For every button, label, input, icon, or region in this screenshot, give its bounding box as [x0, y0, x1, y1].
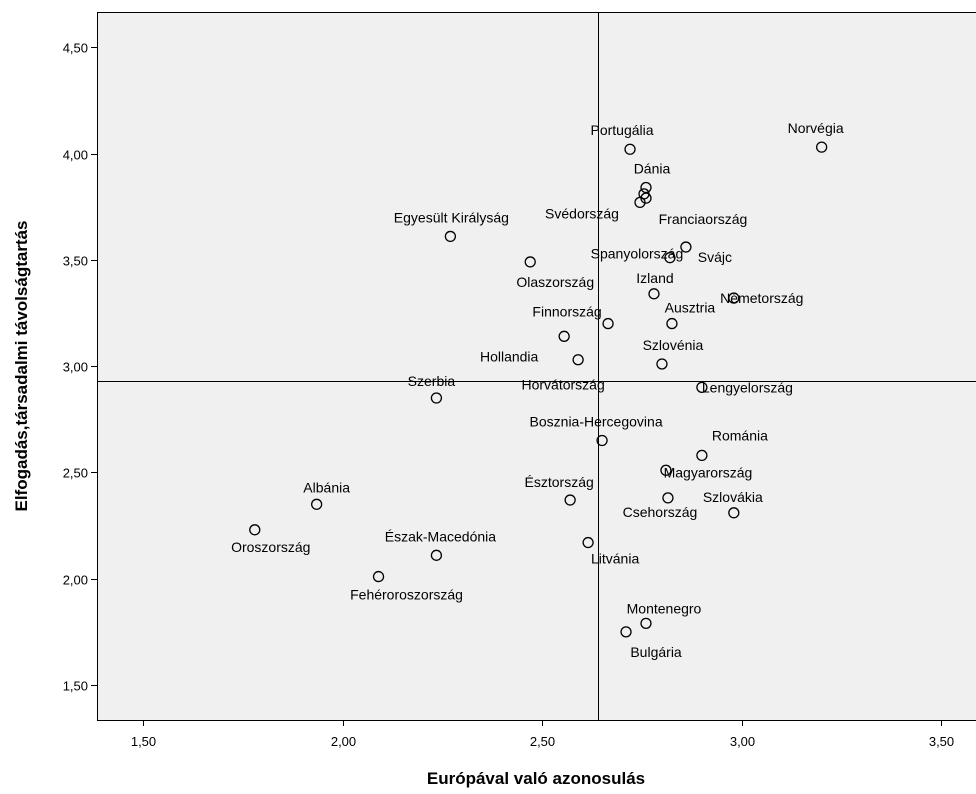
point-label: Fehéroroszország [350, 587, 463, 603]
point-label: Oroszország [231, 539, 310, 555]
point-label: Magyarország [664, 464, 753, 480]
point-label: Csehország [623, 504, 698, 520]
y-tick-label: 2,50 [63, 466, 88, 481]
point-label: Norvégia [788, 120, 844, 136]
data-point [728, 292, 740, 304]
point-label: Montenegro [627, 600, 702, 616]
data-point [430, 549, 443, 561]
point-label: Ausztria [665, 300, 716, 316]
point-label: Svájc [698, 249, 732, 265]
point-label: Horvátország [521, 377, 604, 393]
y-tick-label: 4,50 [63, 41, 88, 56]
x-tick-label: 3,00 [730, 734, 755, 749]
point-label: Dánia [634, 161, 671, 177]
point-label: Szerbia [408, 373, 456, 389]
point-label: Lengyelország [702, 379, 793, 395]
point-label: Észtország [525, 474, 594, 490]
point-label: Finnország [532, 304, 601, 320]
plot-area [97, 12, 976, 720]
x-tick-label: 1,50 [131, 734, 156, 749]
data-point [444, 230, 457, 243]
point-label: Egyesült Királyság [394, 209, 509, 225]
y-tick-label: 4,00 [63, 148, 88, 163]
point-label: Olaszország [516, 274, 594, 290]
y-tick-label: 1,50 [63, 679, 88, 694]
data-point [640, 617, 652, 629]
data-point [620, 626, 632, 638]
data-point [680, 241, 692, 253]
data-point [660, 464, 672, 476]
y-tick-label: 2,00 [63, 573, 88, 588]
data-point [648, 288, 660, 300]
point-label: Izland [636, 270, 673, 286]
x-tick-label: 2,00 [331, 734, 356, 749]
y-tick-label: 3,00 [63, 360, 88, 375]
data-point [430, 392, 443, 404]
data-point [656, 358, 668, 370]
point-label: Észak-Macedónia [385, 528, 496, 544]
data-point [596, 434, 608, 447]
data-point [582, 536, 594, 549]
x-tick-label: 3,50 [929, 734, 954, 749]
data-point [558, 330, 570, 342]
point-label: Szlovénia [643, 337, 704, 353]
x-axis-title: Európával való azonosulás [427, 769, 645, 788]
point-label: Bosznia-Hercegovina [530, 414, 663, 430]
data-point [696, 381, 708, 394]
data-point [728, 507, 740, 519]
data-point [524, 256, 536, 268]
data-point [572, 354, 584, 366]
x-tick-label: 2,50 [530, 734, 555, 749]
data-point [564, 494, 576, 506]
data-point [602, 317, 614, 330]
point-label: Franciaország [659, 211, 748, 227]
point-label: Szlovákia [703, 489, 763, 505]
y-tick-label: 3,50 [63, 254, 88, 269]
point-label: Spanyolország [591, 246, 684, 262]
point-label: Svédország [545, 205, 619, 221]
point-label: Portugália [591, 122, 654, 138]
data-point [662, 492, 674, 504]
point-label: Hollandia [480, 348, 539, 364]
point-label: Németország [720, 290, 803, 306]
point-label: Litvánia [591, 551, 639, 567]
data-point [311, 498, 323, 510]
point-label: Románia [712, 427, 768, 443]
data-point [815, 141, 828, 153]
point-label: Albánia [303, 479, 350, 495]
y-axis-title: Elfogadás,társadalmi távolságtartás [12, 220, 31, 511]
data-point [372, 570, 385, 583]
data-point [664, 252, 676, 264]
data-point [696, 449, 708, 462]
data-point [666, 317, 678, 330]
data-point [249, 524, 261, 536]
data-point [640, 192, 652, 204]
data-point [624, 143, 636, 155]
point-label: Bulgária [630, 644, 682, 660]
